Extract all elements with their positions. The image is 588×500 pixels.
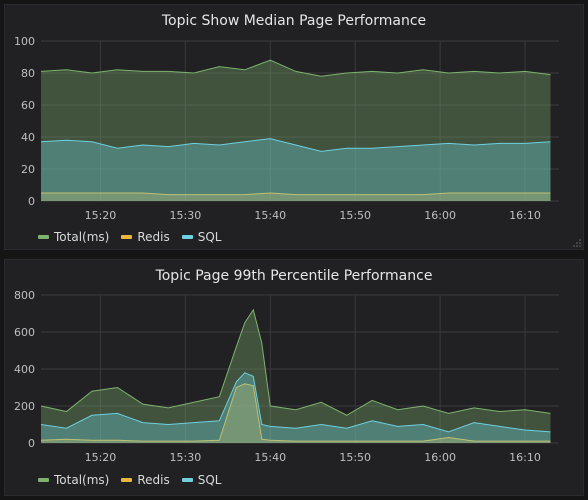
panel-title[interactable]: Topic Show Median Page Performance <box>161 13 427 29</box>
x-tick-label: 15:50 <box>339 451 371 464</box>
y-tick-label: 100 <box>14 35 35 48</box>
x-tick-label: 16:10 <box>509 209 541 222</box>
series-area-totalms <box>41 309 551 443</box>
y-tick-label: 200 <box>14 400 35 413</box>
legend-item-total[interactable]: Total(ms) <box>38 230 109 244</box>
x-tick-label: 15:40 <box>254 209 286 222</box>
legend-label: SQL <box>197 473 222 487</box>
series-line-totalms <box>40 59 551 77</box>
series-line-totalms <box>40 308 551 416</box>
series-line-redis <box>41 192 551 196</box>
x-tick-label: 15:50 <box>339 209 371 222</box>
legend-label: Total(ms) <box>54 473 110 487</box>
median-performance-chart: 0 20 40 60 80 100 15:20 15:30 15:40 15:50 16:00 16:… <box>14 35 559 222</box>
x-tick-label: 16:00 <box>424 209 456 222</box>
y-tick-label: 0 <box>28 437 35 450</box>
series-line-redis <box>40 383 551 442</box>
y-tick-label: 400 <box>14 363 35 376</box>
legend-swatch-total <box>38 235 49 239</box>
legend-swatch-total <box>38 478 49 482</box>
series-area-totalms <box>41 60 551 202</box>
legend-swatch-sql <box>181 235 193 239</box>
series-area-sql <box>41 372 551 443</box>
x-tick-label: 15:40 <box>254 451 286 464</box>
percentile-performance-panel: Topic Page 99th Percentile Performance 0… <box>4 259 584 496</box>
x-tick-label: 15:20 <box>85 209 117 222</box>
legend-item-redis[interactable]: Redis <box>121 473 170 487</box>
legend-swatch-redis <box>121 478 133 482</box>
x-tick-label: 16:00 <box>424 451 456 464</box>
y-tick-label: 80 <box>21 67 35 80</box>
panel-title[interactable]: Topic Page 99th Percentile Performance <box>155 268 433 284</box>
resize-handle-icon[interactable] <box>573 239 581 247</box>
legend-label: SQL <box>197 230 222 244</box>
chart-legend: Total(ms) Redis SQL <box>38 230 221 244</box>
y-tick-label: 20 <box>21 163 35 176</box>
x-tick-label: 15:30 <box>170 209 202 222</box>
y-tick-label: 40 <box>21 131 35 144</box>
y-tick-label: 0 <box>28 195 35 208</box>
x-tick-label: 15:20 <box>85 451 117 464</box>
legend-label: Redis <box>137 473 170 487</box>
y-tick-label: 800 <box>14 289 35 302</box>
x-tick-label: 16:10 <box>509 451 541 464</box>
y-tick-label: 600 <box>14 326 35 339</box>
x-tick-label: 15:30 <box>170 451 202 464</box>
percentile-performance-chart: 0 200 400 600 800 15:20 15:30 15:40 15:50 16:00 16… <box>14 289 559 464</box>
series-area-sql <box>41 138 551 201</box>
legend-label: Total(ms) <box>54 230 110 244</box>
series-line-sql <box>40 372 551 433</box>
chart-legend: Total(ms) Redis SQL <box>38 473 221 487</box>
y-tick-label: 60 <box>21 99 35 112</box>
legend-item-sql[interactable]: SQL <box>181 230 222 244</box>
legend-item-total[interactable]: Total(ms) <box>38 473 109 487</box>
median-performance-panel: Topic Show Median Page Performance 0 20 40… <box>4 4 584 250</box>
legend-label: Redis <box>137 230 170 244</box>
series-line-sql <box>40 138 551 152</box>
legend-item-redis[interactable]: Redis <box>121 230 170 244</box>
legend-item-sql[interactable]: SQL <box>181 473 222 487</box>
legend-swatch-redis <box>121 235 133 239</box>
legend-swatch-sql <box>181 478 193 482</box>
